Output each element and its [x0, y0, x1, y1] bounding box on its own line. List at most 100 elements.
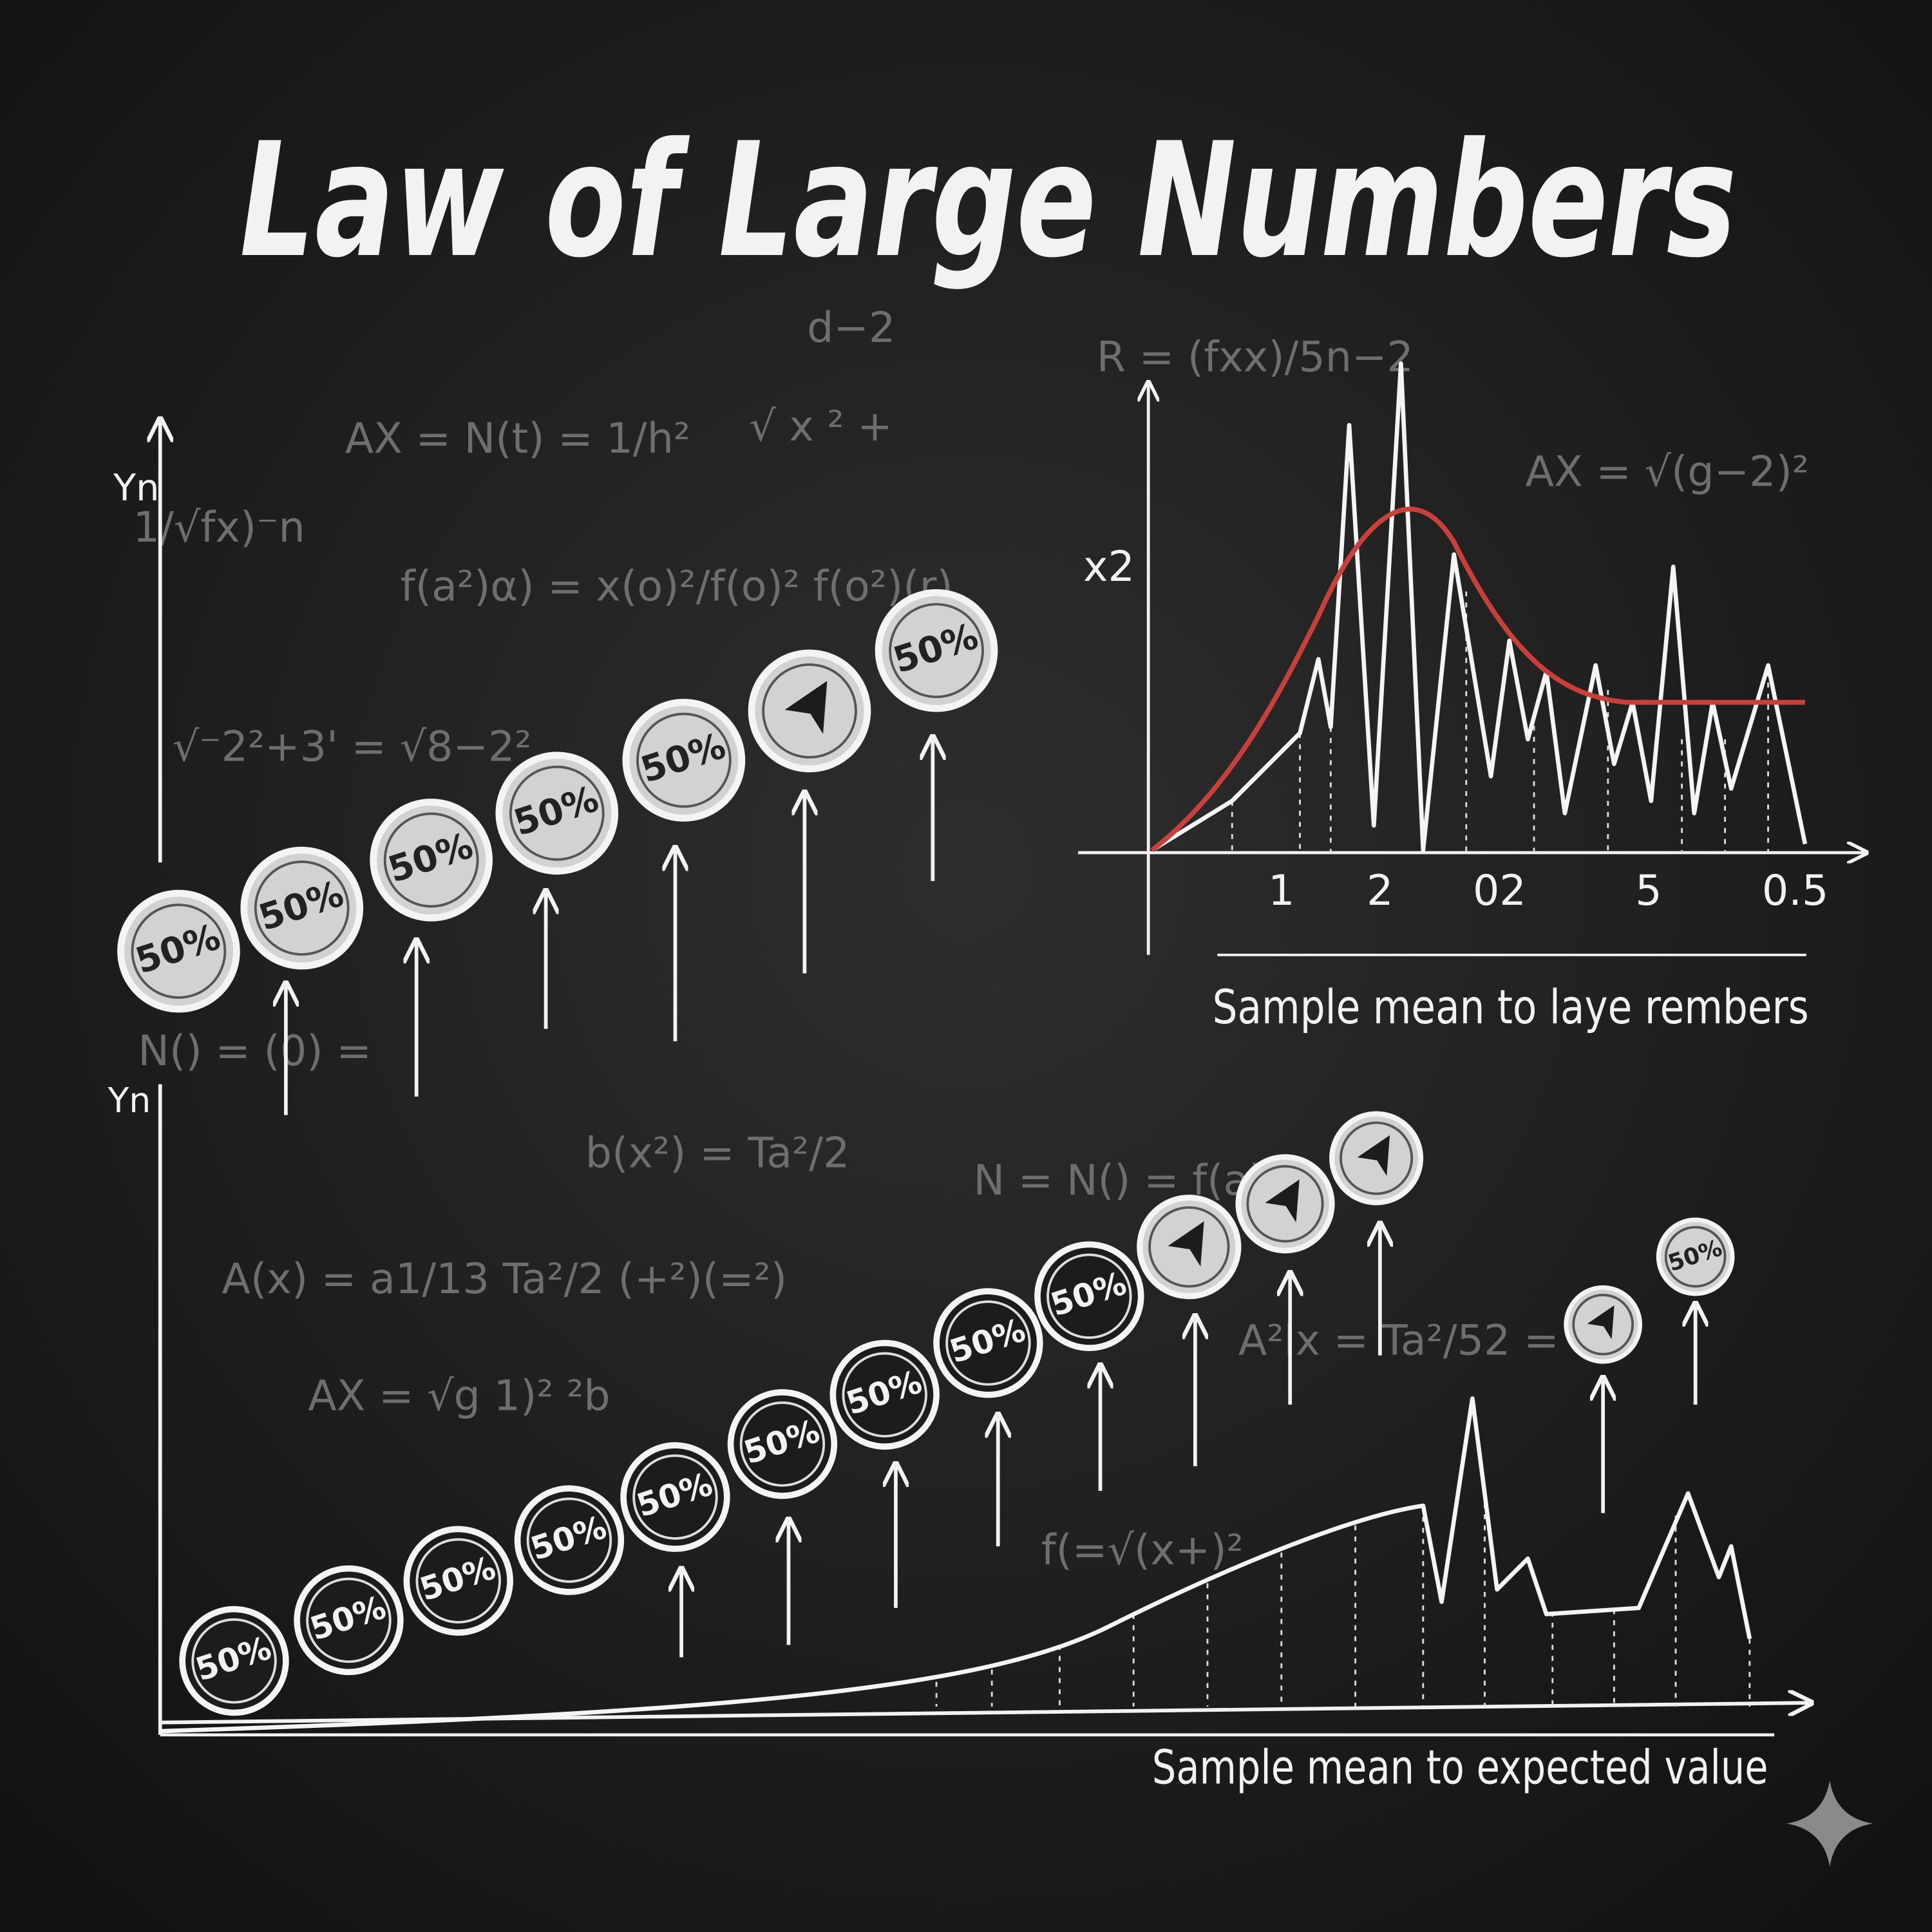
formula: f(=√(x+)²: [1041, 1526, 1244, 1575]
sample-line: [1151, 361, 1808, 853]
coin: 50%: [829, 1340, 940, 1450]
coin-rim: [933, 1288, 1043, 1398]
formula: √⁻2²+3' = √8−2²: [173, 723, 532, 771]
formula: N = N() = f(a)²: [973, 1157, 1282, 1205]
coin-rim: [620, 1442, 730, 1552]
coin-rim: [1034, 1241, 1144, 1351]
title: Law of Large Numbers: [240, 109, 1737, 292]
formula: R = (fxx)/5n−2: [1097, 334, 1414, 382]
formula: AX = √g 1)² ²b: [308, 1372, 610, 1421]
coin-inner: [842, 1352, 927, 1438]
coin-inner: [191, 1618, 277, 1704]
coin: 50%: [179, 1605, 289, 1716]
coin-inner: [383, 812, 479, 908]
coin-inner: [739, 1401, 826, 1487]
coin-icon: [1168, 1221, 1204, 1267]
coin-icon: [1265, 1179, 1300, 1223]
coin-rim: [294, 1565, 404, 1676]
tick-label: 0.5: [1762, 867, 1828, 915]
coin: 50%: [933, 1288, 1043, 1398]
coin: 50%: [875, 589, 998, 712]
convergence-curve: [160, 1396, 1752, 1734]
coin-rim: [875, 589, 998, 712]
tick-label: 5: [1635, 867, 1662, 915]
coin-inner: [306, 1577, 392, 1663]
coin: 50%: [514, 1485, 625, 1595]
coin-inner: [945, 1300, 1031, 1386]
coin-rim: [240, 846, 364, 970]
coin-inner: [632, 1454, 718, 1540]
axis-label: x2: [1083, 543, 1135, 591]
coin: 50%: [622, 699, 746, 822]
coin-rim: [1656, 1217, 1735, 1296]
arrow-layer: [286, 739, 1696, 1658]
coin-inner: [889, 603, 984, 699]
coin-inner: [509, 765, 605, 861]
coin-inner: [1572, 1293, 1634, 1356]
icon-coin: [1235, 1154, 1335, 1254]
formula: d−2: [807, 304, 895, 352]
formula: b(x²) = Ta²/2: [585, 1130, 850, 1178]
coin-icon: [784, 681, 828, 734]
formula: f(a²)α) = x(o)²/f(o)² f(o²)(r): [401, 563, 953, 611]
formula: A²lx = Ta²/52 =: [1238, 1317, 1559, 1365]
axis-label: Yn: [113, 466, 159, 509]
coin-inner: [415, 1538, 501, 1624]
tick-label: 1: [1268, 867, 1294, 915]
top-right-chart: x2 1 2 02 5 0.5 Sample mean to laye rembers: [1078, 361, 1864, 1035]
coin: 50%: [727, 1389, 838, 1499]
coin: 50%: [620, 1442, 730, 1552]
coin-rim: [622, 699, 746, 822]
formula: A(x) = a1/13 Ta²/2 (+²)(=²): [222, 1255, 787, 1303]
coin-inner: [1664, 1226, 1727, 1288]
coin-inner: [254, 860, 350, 956]
expected-curve: [1150, 506, 1805, 853]
icon-coin: [1137, 1195, 1242, 1300]
tick-label: 02: [1473, 867, 1526, 915]
formula: AX = √(g−2)²: [1526, 448, 1809, 497]
caption: Sample mean to laye rembers: [1213, 981, 1809, 1035]
coin-inner: [526, 1497, 612, 1583]
coin: 50%: [294, 1565, 404, 1676]
icon-coin: [1329, 1111, 1424, 1206]
sparkle-icon: [1786, 1780, 1873, 1867]
coin-inner: [131, 904, 227, 999]
coin-inner: [1046, 1253, 1132, 1339]
coin-inner: [762, 663, 857, 759]
coin-rim: [514, 1485, 625, 1595]
coin-rim: [727, 1389, 838, 1499]
formula-layer: AX = N(t) = 1/h² d−2 √ x ² + R = (fxx)/5n−2…: [133, 304, 1809, 1575]
coin-inner: [1340, 1121, 1414, 1195]
formula: AX = N(t) = 1/h²: [345, 415, 690, 463]
coin-layer: 50%50%50%50%50%50%50%50%50%50%50%50%50%5…: [117, 589, 1735, 1716]
formula: √ x ² +: [749, 402, 893, 451]
formula: N() = (0) =: [138, 1027, 372, 1075]
drop-lines: [1231, 591, 1769, 853]
icon-coin: [748, 649, 871, 773]
coin-inner: [1246, 1165, 1324, 1243]
coin-rim: [495, 752, 619, 875]
coin: 50%: [240, 846, 364, 970]
coin-icon: [1357, 1135, 1390, 1176]
coin-rim: [403, 1526, 513, 1636]
coin-rim: [117, 889, 240, 1013]
coin-inner: [636, 712, 732, 808]
coin-icon: [1587, 1305, 1615, 1340]
tick-label: 2: [1367, 867, 1393, 915]
icon-coin: [1564, 1285, 1642, 1364]
coin-inner: [1148, 1206, 1230, 1288]
coin: 50%: [1034, 1241, 1144, 1351]
caption: Sample mean to expected value: [1152, 1741, 1768, 1795]
coin: 50%: [403, 1526, 513, 1636]
coin-rim: [829, 1340, 940, 1450]
bottom-chart: Yn Sample mean to expected value: [108, 1080, 1809, 1795]
coin: 50%: [117, 889, 240, 1013]
coin: 50%: [370, 799, 493, 922]
coin: 50%: [495, 752, 619, 875]
coin-rim: [370, 799, 493, 922]
coin: 50%: [1656, 1217, 1735, 1296]
drop-lines: [935, 1503, 1751, 1707]
axis-label: Yn: [108, 1080, 151, 1121]
coin-rim: [179, 1605, 289, 1716]
